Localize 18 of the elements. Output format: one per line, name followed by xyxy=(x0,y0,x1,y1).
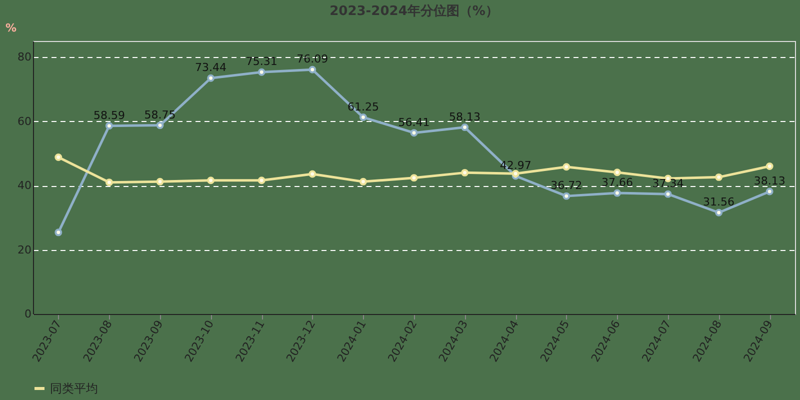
data-label: 36.72 xyxy=(550,179,582,192)
data-label: 31.56 xyxy=(703,196,735,209)
data-label: 58.13 xyxy=(449,110,481,124)
data-label: 76.09 xyxy=(296,52,328,66)
data-label: 38.13 xyxy=(754,174,786,188)
chart-title: 2023-2024年分位图（%） xyxy=(330,4,498,19)
legend-label: 同类平均 xyxy=(50,382,98,396)
y-tick-label: 0 xyxy=(24,308,32,320)
y-tick-label: 80 xyxy=(18,50,32,64)
data-label: 73.44 xyxy=(195,61,227,74)
data-label: 75.31 xyxy=(246,55,278,68)
y-tick-label: 20 xyxy=(18,243,32,256)
data-label: 56.41 xyxy=(398,116,430,129)
y-tick-label: 40 xyxy=(18,179,32,192)
data-label: 37.66 xyxy=(601,176,633,190)
data-label: 58.59 xyxy=(93,108,125,122)
y-axis-title: % xyxy=(6,22,17,34)
y-tick-label: 60 xyxy=(18,114,32,128)
